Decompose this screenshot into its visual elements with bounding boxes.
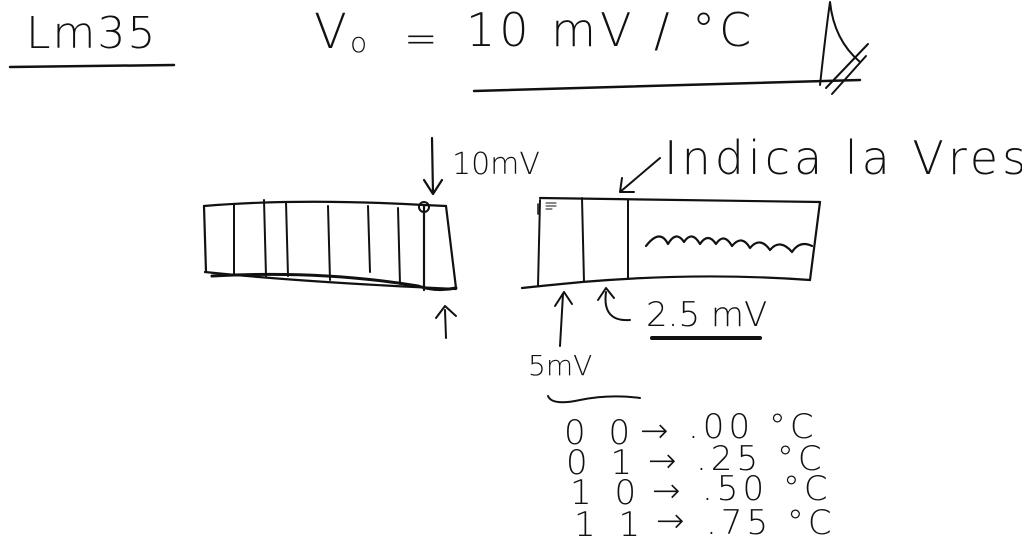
formula-rhs: 10 mV / °C: [466, 3, 755, 57]
table-row-2-arrow: →: [652, 471, 681, 511]
table-row-0-bits: 0 0: [564, 413, 636, 453]
table-row-2-bits: 1 0: [570, 473, 642, 513]
table-row-0-value: .00 °C: [688, 407, 818, 447]
table-row-1-value: .25 °C: [696, 439, 826, 479]
left-scale-bar: [202, 199, 458, 292]
formula: V o = 10 mV / °C: [314, 3, 755, 62]
label-resolution-note: Indica la Vresol.: [664, 131, 1022, 185]
formula-lhs: V: [314, 4, 347, 60]
curved-arrow-icon: [597, 287, 631, 322]
formula-underline: [472, 78, 862, 93]
table-row-1-bits: 0 1: [566, 443, 638, 483]
arrow-up-icon: [435, 305, 457, 339]
label-step-size: 2.5 mV: [646, 295, 767, 335]
bit-table: 0 0 → .00 °C 0 1 → .25 °C 1 0 → .50 °C 1…: [564, 407, 836, 545]
table-row-0-arrow: →: [640, 411, 669, 451]
formula-subscript: o: [350, 26, 367, 59]
scribble-mark: [819, 1, 869, 95]
right-scale-bar: [520, 196, 822, 290]
title-text: Lm35: [26, 8, 157, 59]
note-arrow-icon: [619, 157, 661, 193]
label-top-step: 10mV: [452, 147, 540, 182]
arrow-down-icon: [422, 136, 444, 196]
label-first-step: 5mV: [528, 349, 592, 382]
table-row-3-bits: 1 1: [574, 505, 646, 545]
formula-equals: =: [404, 16, 438, 62]
title-underline: [8, 63, 176, 69]
table-row-3-arrow: →: [656, 501, 685, 541]
brace-under-5mv: [547, 395, 641, 404]
arrow-up-5mv-icon: [554, 291, 573, 347]
table-row-1-arrow: →: [648, 441, 677, 481]
table-row-2-value: .50 °C: [702, 469, 832, 509]
table-row-3-value: .75 °C: [706, 503, 836, 543]
